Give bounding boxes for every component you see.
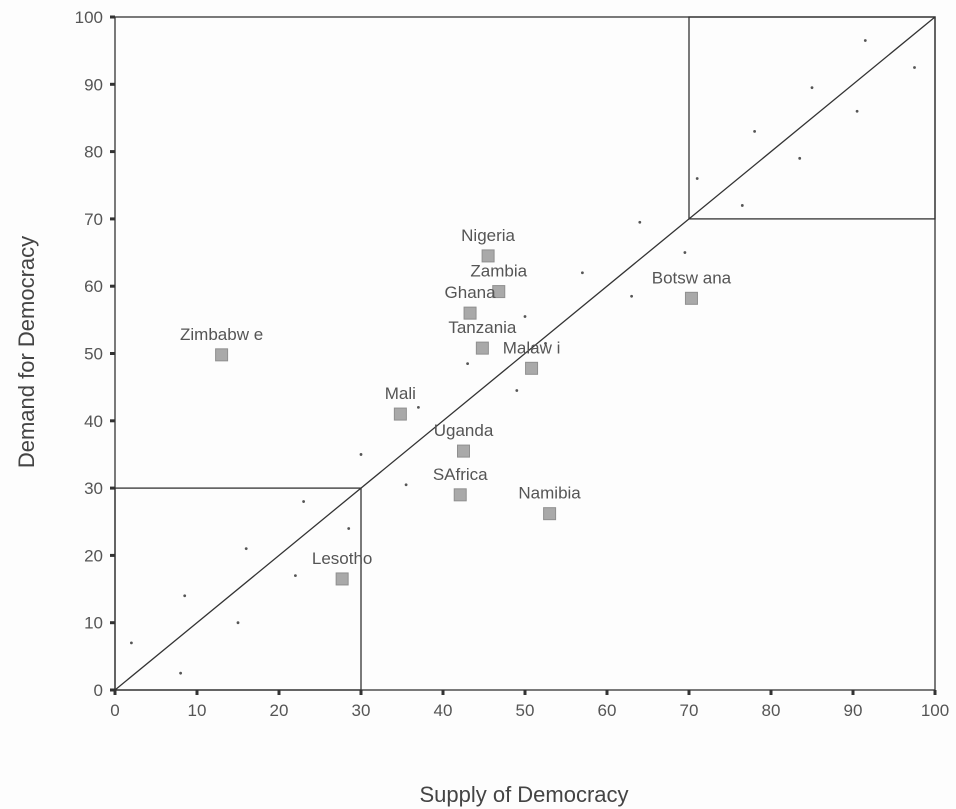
x-axis-label: Supply of Democracy xyxy=(419,782,628,807)
low-quadrant-box xyxy=(114,487,362,691)
label-zambia: Zambia xyxy=(470,262,527,281)
small-data-point xyxy=(863,39,867,42)
x-tick-label: 90 xyxy=(844,701,863,720)
y-tick-label: 20 xyxy=(84,546,103,565)
label-tanzania: Tanzania xyxy=(448,318,517,337)
small-data-point xyxy=(581,271,584,275)
small-data-point xyxy=(179,671,183,675)
small-data-point xyxy=(466,362,469,365)
small-data-point xyxy=(740,204,744,207)
y-axis-ticks: 0 10 20 30 40 50 60 70 80 90 100 xyxy=(75,8,115,700)
point-uganda xyxy=(457,444,470,458)
label-malawi: Malaw i xyxy=(503,338,561,357)
small-data-point xyxy=(630,294,633,298)
small-data-point xyxy=(515,389,519,392)
small-data-point xyxy=(359,453,363,456)
y-tick-label: 10 xyxy=(84,614,103,633)
y-axis-label: Demand for Democracy xyxy=(14,236,39,468)
label-mali: Mali xyxy=(385,384,416,403)
label-nigeria: Nigeria xyxy=(461,226,515,245)
small-data-point xyxy=(855,109,859,113)
diagonal-reference-line xyxy=(114,16,936,691)
high-quadrant-box xyxy=(688,16,936,220)
point-tanzania xyxy=(475,341,489,355)
y-tick-label: 40 xyxy=(84,412,103,431)
point-ghana xyxy=(463,306,477,320)
small-data-point xyxy=(183,594,187,598)
small-data-point xyxy=(404,483,408,487)
point-zimbabwe xyxy=(215,348,229,362)
label-uganda: Uganda xyxy=(434,421,494,440)
x-tick-label: 0 xyxy=(110,701,119,720)
small-data-point xyxy=(347,527,351,530)
guide-lines xyxy=(114,16,936,691)
label-botswana: Botsw ana xyxy=(652,268,732,287)
x-tick-label: 20 xyxy=(270,701,289,720)
label-safrica: SAfrica xyxy=(433,465,488,484)
label-lesotho: Lesotho xyxy=(312,549,373,568)
x-tick-label: 30 xyxy=(352,701,371,720)
point-safrica xyxy=(453,488,467,502)
x-tick-label: 60 xyxy=(598,701,617,720)
x-tick-label: 80 xyxy=(762,701,781,720)
small-data-point xyxy=(913,66,916,69)
y-tick-label: 60 xyxy=(84,277,103,296)
point-nigeria xyxy=(481,249,495,263)
x-axis-ticks: 0 10 20 30 40 50 60 70 80 90 100 xyxy=(110,690,949,720)
point-namibia xyxy=(543,507,557,521)
small-data-point xyxy=(294,574,297,577)
x-tick-label: 100 xyxy=(921,701,949,720)
y-tick-label: 90 xyxy=(84,75,103,94)
small-data-point xyxy=(695,177,699,180)
small-data-point xyxy=(683,251,687,254)
y-tick-label: 100 xyxy=(75,8,103,27)
small-data-point xyxy=(417,405,420,409)
small-data-point xyxy=(302,500,305,503)
point-malawi xyxy=(525,361,539,375)
small-data-point xyxy=(810,86,814,90)
y-tick-label: 50 xyxy=(84,345,103,364)
small-points xyxy=(130,39,916,675)
x-tick-label: 70 xyxy=(680,701,699,720)
small-data-point xyxy=(236,621,240,625)
y-tick-label: 30 xyxy=(84,479,103,498)
small-data-point xyxy=(130,641,133,645)
x-tick-label: 40 xyxy=(434,701,453,720)
small-data-point xyxy=(544,342,547,345)
point-lesotho xyxy=(335,572,349,586)
y-tick-label: 70 xyxy=(84,210,103,229)
y-tick-label: 0 xyxy=(94,681,103,700)
point-mali xyxy=(393,407,407,421)
point-botswana xyxy=(684,291,698,305)
x-tick-label: 10 xyxy=(188,701,207,720)
label-namibia: Namibia xyxy=(518,484,581,503)
label-ghana: Ghana xyxy=(445,283,497,302)
y-tick-label: 80 xyxy=(84,143,103,162)
small-data-point xyxy=(638,220,642,224)
small-data-point xyxy=(753,130,756,133)
small-data-point xyxy=(523,315,527,318)
x-tick-label: 50 xyxy=(516,701,535,720)
label-zimbabwe: Zimbabw e xyxy=(180,325,263,344)
point-zambia xyxy=(492,285,506,299)
small-data-point xyxy=(798,156,802,160)
small-data-point xyxy=(244,547,248,551)
